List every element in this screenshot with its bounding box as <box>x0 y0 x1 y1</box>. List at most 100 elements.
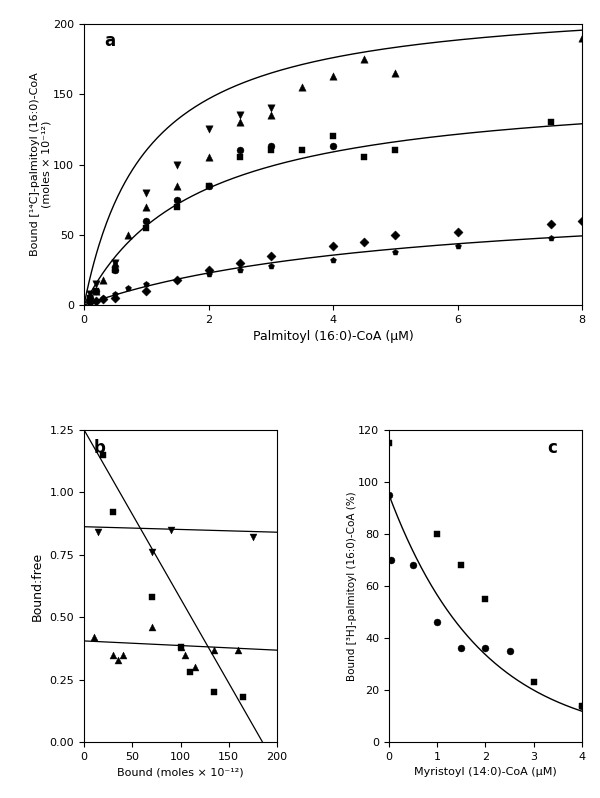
Point <box>433 527 442 540</box>
Point <box>123 228 133 241</box>
Y-axis label: Bound [³H]-palmitoyl (16:0)-CoA (%): Bound [³H]-palmitoyl (16:0)-CoA (%) <box>347 491 357 681</box>
Point <box>190 661 200 674</box>
Point <box>85 292 95 305</box>
X-axis label: Bound (moles × 10⁻¹²): Bound (moles × 10⁻¹²) <box>117 768 244 777</box>
Point <box>386 554 396 567</box>
Point <box>453 226 463 239</box>
Point <box>89 630 98 643</box>
Point <box>176 641 185 654</box>
Point <box>328 69 338 82</box>
Point <box>391 245 400 258</box>
Point <box>577 699 587 712</box>
Point <box>266 140 275 152</box>
Point <box>409 559 418 571</box>
Point <box>85 292 95 305</box>
Point <box>110 256 120 269</box>
Point <box>185 666 195 678</box>
Point <box>142 285 151 298</box>
Point <box>235 116 244 128</box>
X-axis label: Palmitoyl (16:0)-CoA (μM): Palmitoyl (16:0)-CoA (μM) <box>253 330 413 343</box>
Point <box>328 140 338 152</box>
Point <box>94 526 103 539</box>
Point <box>433 616 442 629</box>
Point <box>266 102 275 115</box>
Point <box>142 221 151 234</box>
Point <box>204 123 214 136</box>
Point <box>546 217 556 230</box>
Point <box>142 200 151 213</box>
Point <box>92 285 101 298</box>
Point <box>110 292 120 305</box>
Point <box>92 285 101 298</box>
Point <box>92 278 101 290</box>
Point <box>204 263 214 276</box>
Point <box>108 506 118 519</box>
Point <box>391 228 400 241</box>
Text: c: c <box>547 439 557 457</box>
Point <box>118 648 127 661</box>
Point <box>391 67 400 80</box>
Point <box>297 144 307 157</box>
Point <box>166 523 176 536</box>
Point <box>546 116 556 128</box>
Point <box>359 151 369 164</box>
Y-axis label: Bound:free: Bound:free <box>31 551 44 621</box>
Point <box>209 685 219 698</box>
Point <box>98 293 107 306</box>
Point <box>238 691 248 704</box>
Point <box>108 648 118 661</box>
Point <box>328 254 338 267</box>
Point <box>577 215 587 227</box>
Point <box>173 274 182 286</box>
Point <box>266 109 275 122</box>
Point <box>384 488 394 501</box>
Point <box>98 292 107 305</box>
Point <box>123 282 133 294</box>
Point <box>110 263 120 276</box>
Point <box>204 268 214 281</box>
Point <box>173 158 182 171</box>
Text: a: a <box>104 33 115 50</box>
Point <box>209 643 219 656</box>
Y-axis label: Bound [¹⁴C]-palmitoyl (16:0)-CoA
(moles × 10⁻¹²): Bound [¹⁴C]-palmitoyl (16:0)-CoA (moles … <box>30 73 52 256</box>
Point <box>110 256 120 269</box>
Point <box>204 180 214 192</box>
Point <box>481 642 490 655</box>
Point <box>577 32 587 45</box>
Point <box>110 263 120 276</box>
Point <box>266 259 275 272</box>
Point <box>147 621 157 634</box>
Point <box>235 144 244 157</box>
Point <box>453 239 463 252</box>
Point <box>233 643 243 656</box>
Point <box>92 294 101 307</box>
Point <box>235 263 244 276</box>
Point <box>266 144 275 157</box>
Point <box>235 109 244 122</box>
Point <box>204 151 214 164</box>
Point <box>505 645 514 658</box>
Point <box>85 287 95 300</box>
Point <box>235 256 244 269</box>
Point <box>481 593 490 606</box>
Point <box>546 231 556 244</box>
Point <box>248 531 257 543</box>
Point <box>173 200 182 213</box>
Point <box>328 130 338 143</box>
Point <box>113 654 122 666</box>
Point <box>142 215 151 227</box>
Point <box>457 559 466 571</box>
Point <box>173 274 182 286</box>
Point <box>85 292 95 305</box>
Point <box>173 180 182 192</box>
Point <box>176 641 185 654</box>
Point <box>110 287 120 300</box>
X-axis label: Myristoyl (14:0)-CoA (μM): Myristoyl (14:0)-CoA (μM) <box>414 768 557 777</box>
Point <box>297 81 307 93</box>
Text: b: b <box>94 439 106 457</box>
Point <box>173 193 182 206</box>
Point <box>266 250 275 263</box>
Point <box>181 648 190 661</box>
Point <box>85 296 95 309</box>
Point <box>328 239 338 252</box>
